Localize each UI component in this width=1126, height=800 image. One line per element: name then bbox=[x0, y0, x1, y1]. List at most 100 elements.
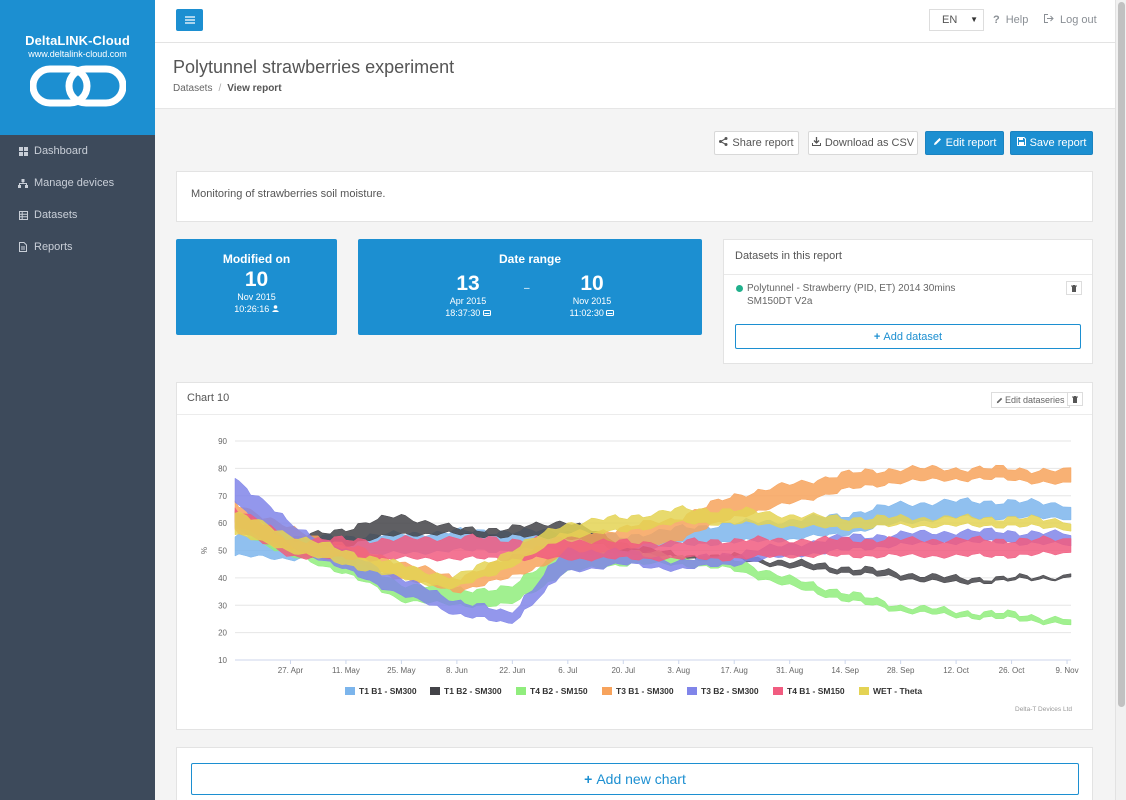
legend-label: T3 B1 - SM300 bbox=[616, 686, 674, 696]
sidebar-item-label: Datasets bbox=[34, 209, 78, 221]
x-tick-label: 31. Aug bbox=[776, 666, 803, 675]
modified-time-row: 10:26:16 bbox=[176, 303, 337, 315]
hamburger-icon bbox=[184, 16, 195, 24]
date-range-start: 13 Apr 2015 18:37:30 bbox=[418, 270, 518, 319]
brand-logo bbox=[0, 65, 155, 110]
brand-header[interactable]: DeltaLINK-Cloud www.deltalink-cloud.com bbox=[0, 0, 155, 135]
menu-toggle-button[interactable] bbox=[176, 9, 203, 31]
end-day: 10 bbox=[580, 272, 604, 295]
question-icon: ? bbox=[993, 14, 1000, 26]
x-tick-label: 26. Oct bbox=[999, 666, 1026, 675]
share-report-button[interactable]: Share report bbox=[714, 131, 799, 155]
download-csv-button[interactable]: Download as CSV bbox=[808, 131, 918, 155]
modified-on-card: Modified on 10 Nov 2015 10:26:16 bbox=[176, 239, 337, 335]
save-report-label: Save report bbox=[1029, 137, 1087, 149]
remove-dataset-button[interactable] bbox=[1066, 281, 1082, 295]
table-icon bbox=[18, 210, 28, 220]
x-tick-label: 11. May bbox=[332, 666, 360, 675]
datasets-panel-title: Datasets in this report bbox=[735, 250, 842, 262]
legend-swatch bbox=[687, 687, 697, 695]
breadcrumb-datasets-link[interactable]: Datasets bbox=[173, 83, 213, 94]
trash-icon bbox=[1071, 284, 1077, 292]
x-tick-label: 22. Jun bbox=[499, 666, 525, 675]
modified-day: 10 bbox=[244, 268, 269, 291]
sidebar-item-dashboard[interactable]: Dashboard bbox=[0, 135, 155, 167]
modified-label: Modified on bbox=[222, 252, 291, 266]
logout-link[interactable]: Log out bbox=[1044, 14, 1097, 26]
plus-icon: + bbox=[584, 771, 593, 787]
start-month-year: Apr 2015 bbox=[449, 296, 487, 306]
legend-swatch bbox=[430, 687, 440, 695]
add-new-chart-button[interactable]: + Add new chart bbox=[191, 763, 1079, 795]
datasets-panel: Datasets in this report Polytunnel - Str… bbox=[723, 239, 1093, 364]
add-dataset-button[interactable]: + Add dataset bbox=[735, 324, 1081, 349]
y-tick-label: 50 bbox=[218, 547, 227, 556]
x-tick-label: 25. May bbox=[387, 666, 415, 675]
download-csv-label: Download as CSV bbox=[824, 137, 915, 149]
chart-panel: Chart 10 Edit dataseries 10 20 30 40 50 60 70 8… bbox=[176, 382, 1093, 730]
chart-title: Chart 10 bbox=[187, 392, 230, 404]
end-time-row: 11:02:30 bbox=[542, 307, 642, 319]
language-value: EN bbox=[942, 14, 958, 26]
x-tick-label: 8. Jun bbox=[446, 666, 468, 675]
sitemap-icon bbox=[18, 178, 28, 188]
delete-chart-button[interactable] bbox=[1067, 392, 1083, 406]
brand-name: DeltaLINK-Cloud bbox=[25, 33, 130, 48]
help-label: Help bbox=[1005, 14, 1029, 26]
edit-dataseries-label: Edit dataseries bbox=[1005, 395, 1065, 405]
help-link[interactable]: ? Help bbox=[993, 14, 1028, 26]
page-scrollbar[interactable] bbox=[1115, 0, 1126, 800]
dataset-name[interactable]: Polytunnel - Strawberry (PID, ET) 2014 3… bbox=[747, 283, 956, 307]
x-tick-label: 14. Sep bbox=[831, 666, 859, 675]
legend-label: T3 B2 - SM300 bbox=[701, 686, 759, 696]
save-report-button[interactable]: Save report bbox=[1010, 131, 1093, 155]
date-range-label: Date range bbox=[498, 252, 562, 266]
add-chart-panel: + Add new chart bbox=[176, 747, 1093, 800]
sidebar-item-reports[interactable]: Reports bbox=[0, 231, 155, 263]
plus-icon: + bbox=[873, 330, 881, 343]
sidebar-item-datasets[interactable]: Datasets bbox=[0, 199, 155, 231]
logout-label: Log out bbox=[1060, 14, 1097, 26]
brand-url: www.deltalink-cloud.com bbox=[28, 49, 127, 59]
start-day: 13 bbox=[456, 272, 480, 295]
chart-credit: Delta-T Devices Ltd bbox=[1015, 706, 1072, 713]
sidebar-nav: Dashboard Manage devices Datasets Report… bbox=[0, 135, 155, 263]
legend-label: T1 B1 - SM300 bbox=[359, 686, 417, 696]
trash-icon bbox=[1072, 395, 1078, 403]
legend-label: WET - Theta bbox=[873, 686, 922, 696]
date-range-end: 10 Nov 2015 11:02:30 bbox=[542, 270, 642, 319]
x-tick-label: 28. Sep bbox=[887, 666, 915, 675]
legend-label: T4 B1 - SM150 bbox=[787, 686, 845, 696]
sidebar-item-manage-devices[interactable]: Manage devices bbox=[0, 167, 155, 199]
modified-time: 10:26:16 bbox=[234, 304, 270, 314]
edit-report-label: Edit report bbox=[945, 137, 997, 149]
hdd-icon bbox=[482, 308, 491, 318]
divider bbox=[177, 414, 1092, 415]
legend-label: T4 B2 - SM150 bbox=[530, 686, 588, 696]
report-description: Monitoring of strawberries soil moisture… bbox=[191, 188, 386, 200]
download-icon bbox=[811, 137, 821, 149]
file-icon bbox=[18, 242, 28, 252]
language-select[interactable]: EN ▼ bbox=[929, 9, 984, 31]
grid-icon bbox=[18, 146, 28, 156]
topbar: EN ▼ ? Help Log out bbox=[155, 0, 1115, 43]
hdd-icon bbox=[606, 308, 615, 318]
moisture-chart[interactable]: 10 20 30 40 50 60 70 80 90% 27. Apr 11. May 25. May… bbox=[177, 421, 1092, 721]
scrollbar-thumb[interactable] bbox=[1118, 2, 1125, 707]
edit-dataseries-button[interactable]: Edit dataseries bbox=[991, 392, 1070, 408]
breadcrumb-current: View report bbox=[227, 83, 282, 94]
pencil-icon bbox=[933, 137, 942, 149]
series-band bbox=[234, 505, 1072, 590]
x-tick-label: 9. Nov bbox=[1055, 666, 1078, 675]
breadcrumb: Datasets / View report bbox=[173, 83, 282, 94]
sidebar-item-label: Manage devices bbox=[34, 177, 115, 189]
end-month-year: Nov 2015 bbox=[572, 296, 612, 306]
edit-report-button[interactable]: Edit report bbox=[925, 131, 1004, 155]
y-axis-label: % bbox=[200, 547, 209, 554]
pencil-icon bbox=[996, 397, 1003, 403]
y-tick-label: 80 bbox=[218, 464, 227, 473]
legend-swatch bbox=[516, 687, 526, 695]
start-time: 18:37:30 bbox=[445, 308, 481, 318]
breadcrumb-separator: / bbox=[218, 83, 222, 94]
date-range-card: Date range 13 Apr 2015 18:37:30 – 10 Nov… bbox=[358, 239, 702, 335]
